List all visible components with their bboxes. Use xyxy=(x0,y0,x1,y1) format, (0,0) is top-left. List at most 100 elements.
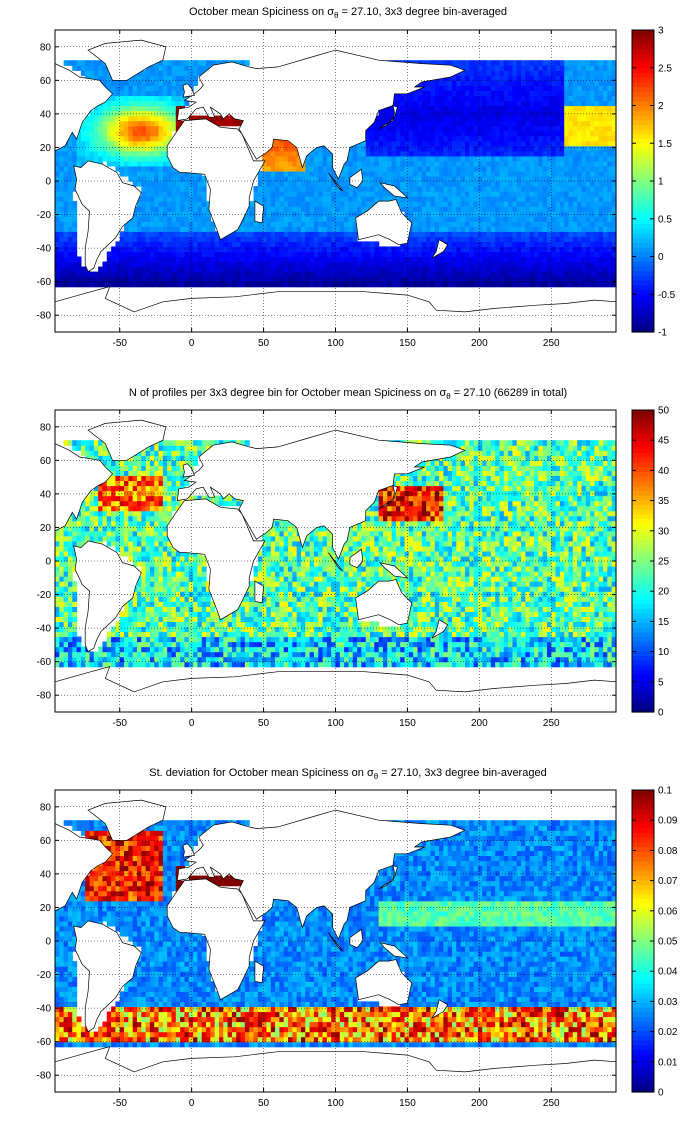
heatmap-cell xyxy=(469,271,475,278)
heatmap-cell xyxy=(266,170,272,177)
coastline xyxy=(349,168,364,189)
heatmap-cell xyxy=(559,60,565,66)
heatmap-cell xyxy=(598,120,604,127)
heatmap-cell xyxy=(464,201,470,207)
heatmap-cell xyxy=(387,120,393,127)
heatmap-cell xyxy=(421,80,427,86)
heatmap-cell xyxy=(546,276,552,283)
heatmap-cell xyxy=(447,100,453,107)
heatmap-cell xyxy=(149,191,155,197)
heatmap-cell xyxy=(76,281,82,288)
heatmap-cell xyxy=(352,160,358,167)
heatmap-cell xyxy=(495,100,501,107)
heatmap-cell xyxy=(296,165,302,172)
heatmap-cell xyxy=(55,271,60,278)
heatmap-cell xyxy=(611,90,617,97)
heatmap-cell xyxy=(503,85,509,91)
colorbar-segment xyxy=(632,138,654,144)
heatmap-cell xyxy=(499,80,505,86)
heatmap-cell xyxy=(275,241,280,248)
heatmap-cell xyxy=(611,110,617,117)
heatmap-cell xyxy=(162,70,168,76)
heatmap-cell xyxy=(128,170,134,177)
heatmap-cell xyxy=(374,125,380,132)
heatmap-cell xyxy=(456,261,462,268)
heatmap-cell xyxy=(115,105,121,112)
heatmap-cell xyxy=(408,155,414,162)
heatmap-cell xyxy=(55,246,60,253)
heatmap-cell xyxy=(231,231,237,237)
heatmap-cell xyxy=(585,125,591,132)
heatmap-cell xyxy=(564,276,570,283)
heatmap-cell xyxy=(534,80,539,86)
heatmap-cell xyxy=(210,246,216,253)
heatmap-cell xyxy=(292,181,298,187)
heatmap-cell xyxy=(456,170,462,177)
heatmap-cell xyxy=(564,140,570,147)
heatmap-cell xyxy=(559,160,565,167)
heatmap-cell xyxy=(469,115,475,122)
heatmap-cell xyxy=(318,165,324,172)
heatmap-cell xyxy=(55,555,60,562)
heatmap-cell xyxy=(585,130,591,137)
heatmap-cell xyxy=(124,90,129,97)
heatmap-cell xyxy=(477,281,483,288)
heatmap-cell xyxy=(132,256,138,263)
heatmap-cell xyxy=(124,120,129,127)
heatmap-cell xyxy=(512,145,518,152)
heatmap-cell xyxy=(516,65,522,71)
heatmap-cell xyxy=(508,246,514,253)
heatmap-cell xyxy=(326,160,332,167)
heatmap-cell xyxy=(119,110,125,117)
heatmap-cell xyxy=(348,246,354,253)
heatmap-cell xyxy=(335,221,341,227)
heatmap-cell xyxy=(395,246,401,253)
heatmap-cell xyxy=(559,216,565,222)
heatmap-cell xyxy=(124,266,129,273)
heatmap-cell xyxy=(266,281,272,288)
heatmap-cell xyxy=(154,206,160,212)
heatmap-cell xyxy=(387,130,393,137)
heatmap-cell xyxy=(76,130,82,137)
heatmap-cell xyxy=(486,140,492,147)
heatmap-cell xyxy=(149,90,155,97)
heatmap-cell xyxy=(63,226,69,232)
heatmap-cell xyxy=(464,246,470,253)
heatmap-cell xyxy=(331,256,337,263)
heatmap-cell xyxy=(80,65,86,71)
heatmap-cell xyxy=(72,555,78,562)
heatmap-cell xyxy=(564,150,570,157)
heatmap-cell xyxy=(309,276,315,283)
heatmap-cell xyxy=(594,65,600,71)
heatmap-cell xyxy=(335,211,341,217)
heatmap-cell xyxy=(447,181,453,187)
heatmap-cell xyxy=(542,145,548,152)
heatmap-cell xyxy=(72,266,78,273)
heatmap-cell xyxy=(111,281,117,288)
heatmap-cell xyxy=(404,271,410,278)
heatmap-cell xyxy=(538,80,544,86)
heatmap-cell xyxy=(590,211,596,217)
heatmap-cell xyxy=(98,656,104,663)
heatmap-cell xyxy=(603,246,608,253)
heatmap-cell xyxy=(477,271,483,278)
heatmap-cell xyxy=(136,216,142,222)
heatmap-cell xyxy=(499,105,505,112)
heatmap-cell xyxy=(318,191,324,197)
heatmap-cell xyxy=(55,540,60,547)
heatmap-cell xyxy=(93,271,99,278)
heatmap-cell xyxy=(326,271,332,278)
heatmap-cell xyxy=(452,80,457,86)
heatmap-cell xyxy=(546,110,552,117)
heatmap-cell xyxy=(132,231,138,237)
heatmap-cell xyxy=(115,120,121,127)
heatmap-cell xyxy=(534,206,539,212)
heatmap-cell xyxy=(538,150,544,157)
heatmap-cell xyxy=(590,201,596,207)
heatmap-cell xyxy=(158,276,164,283)
heatmap-cell xyxy=(542,80,548,86)
heatmap-cell xyxy=(292,196,298,202)
heatmap-cell xyxy=(568,160,574,167)
heatmap-cell xyxy=(171,196,177,202)
heatmap-cell xyxy=(149,216,155,222)
